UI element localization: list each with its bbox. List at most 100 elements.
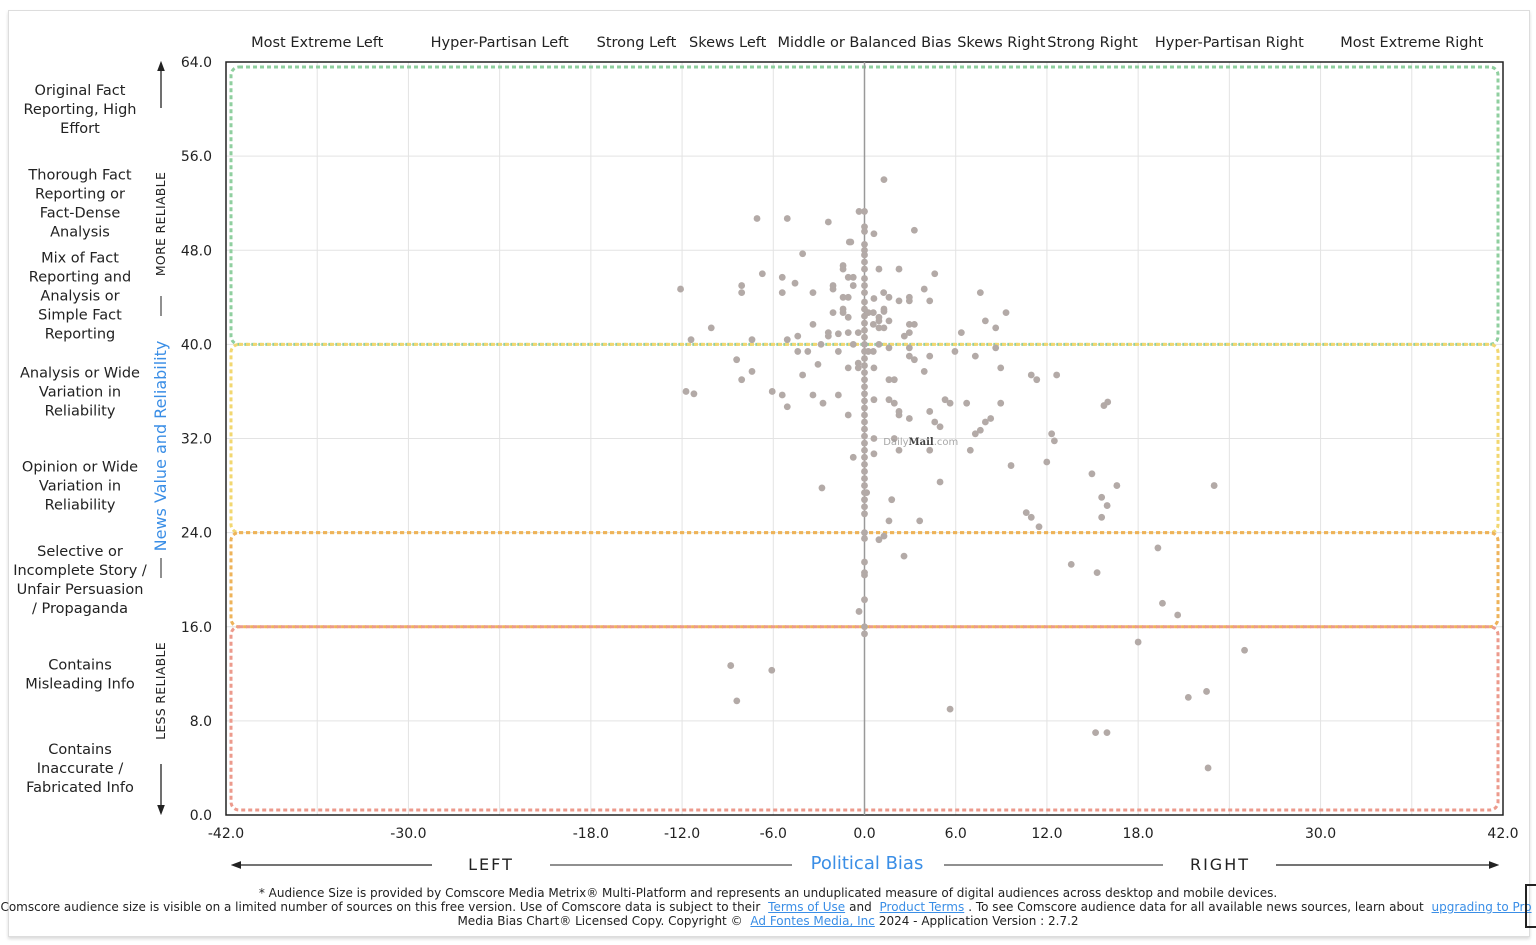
data-point [992,324,1000,332]
y-tick-label: 24.0 [181,526,212,542]
data-point [809,289,817,297]
data-point [738,282,746,289]
data-point [855,608,863,615]
x-tick-label: 6.0 [945,826,967,842]
upgrade-note: . To see Comscore audience data for all … [968,900,1424,914]
data-point [976,289,984,297]
data-point [869,348,877,355]
data-point [861,510,868,518]
data-point [854,364,862,372]
data-point [818,484,826,492]
data-point [861,404,868,412]
bias-category-label: Middle or Balanced Bias [777,35,951,51]
data-point [814,360,822,368]
data-point [861,298,868,306]
data-point [976,426,984,434]
data-point [861,305,868,313]
data-point [946,399,954,407]
data-point [861,482,868,489]
data-point [1033,376,1041,384]
data-point [905,297,913,305]
data-point [1113,482,1121,489]
reliability-category-label: Thorough Fact Reporting or Fact-Dense Analy… [27,168,131,241]
data-point [880,324,888,332]
data-point [1093,569,1101,577]
data-point [981,418,989,426]
data-point [839,309,847,317]
data-point [1204,764,1212,772]
data-point [905,320,913,328]
x-tick-label: 0.0 [853,826,875,842]
data-point [839,265,847,273]
data-point [844,364,852,372]
side-panel-edge [1525,884,1536,928]
data-point [951,348,959,355]
data-point [1174,611,1182,619]
data-point [875,265,883,273]
data-point [861,446,868,454]
data-point [799,371,807,379]
product-terms-link[interactable]: Product Terms [879,900,965,914]
data-point [861,275,868,282]
left-label: LEFT [468,855,514,874]
bias-category-label: Strong Right [1047,35,1138,51]
data-point [861,571,868,579]
data-point [861,228,868,235]
data-point [987,415,995,422]
data-point [861,362,868,369]
data-point [905,352,913,360]
data-point [791,279,799,287]
data-point [854,359,862,367]
data-point [870,295,878,302]
bias-category-label: Hyper-Partisan Left [431,35,569,51]
data-point [861,258,868,266]
data-point [920,285,928,293]
data-point [794,348,802,355]
data-point [690,390,698,398]
data-point [875,324,883,332]
ad-fontes-link[interactable]: Ad Fontes Media, Inc [750,914,875,928]
x-tick-label: -18.0 [573,826,609,842]
data-point [1098,513,1106,521]
data-point [869,309,877,317]
data-point [875,536,883,544]
data-point [844,313,852,321]
reliability-category-label: Mix of Fact Reporting and Analysis or Simpl… [29,250,131,342]
data-point [819,399,827,407]
data-point [916,517,924,525]
data-point [1092,729,1099,737]
data-point [861,246,868,254]
data-point [861,623,868,631]
data-point [1184,693,1192,701]
data-point [861,282,868,289]
data-point [895,297,903,305]
data-point [849,340,857,348]
upgrade-link[interactable]: upgrading to Pro [1431,900,1532,914]
data-point [861,630,868,638]
data-point [1088,470,1096,478]
data-point [890,399,898,407]
bias-category-label: Most Extreme Left [251,35,383,51]
data-point [870,364,878,372]
data-point [855,208,863,215]
data-point [834,348,842,355]
data-point [861,289,868,297]
data-point [861,503,868,511]
less-reliable-label: LESS RELIABLE [153,642,168,740]
data-point [817,340,825,348]
data-points [677,176,1248,772]
footer-line-3: Media Bias Chart® Licensed Copy. Copyrig… [0,914,1536,928]
data-point [738,289,746,297]
x-tick-label: -12.0 [664,826,700,842]
data-point [707,324,715,332]
data-point [861,596,868,604]
data-point [861,535,868,542]
terms-of-use-link[interactable]: Terms of Use [768,900,846,914]
data-point [861,376,868,384]
data-point [834,330,842,338]
data-point [895,411,903,419]
data-point [748,336,756,344]
data-point [861,468,868,475]
data-point [926,352,934,360]
